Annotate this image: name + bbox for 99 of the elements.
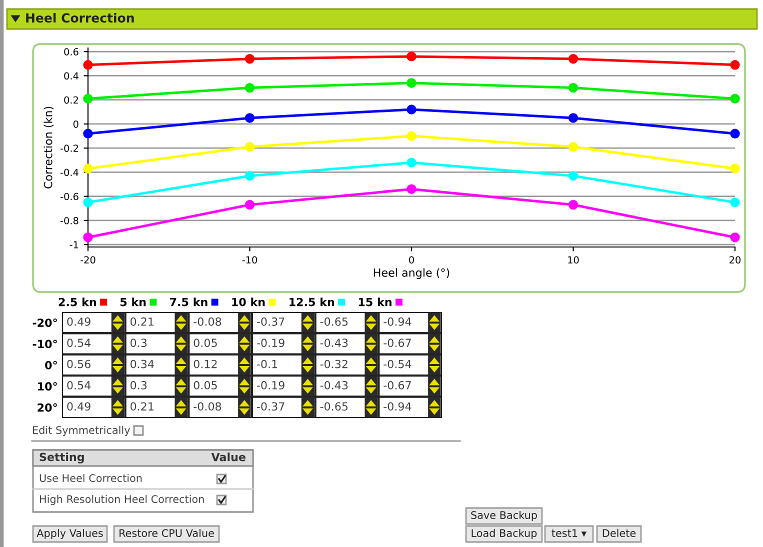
x-tick-label: 20 (730, 256, 741, 264)
point (83, 164, 93, 174)
text: Save Backup (471, 510, 537, 522)
point (406, 104, 416, 114)
text: test1 ▾ (552, 529, 587, 538)
text: Edit Symmetrically (33, 426, 130, 436)
point (406, 52, 416, 62)
point (730, 198, 740, 208)
point (244, 82, 255, 93)
legend-label: 10 kn (232, 298, 265, 306)
data-label: -0.19 (256, 381, 284, 390)
data-label: 0.49 (67, 402, 90, 411)
y-tick-label: -1 (70, 241, 78, 248)
data-label: 0.12 (194, 360, 217, 368)
data-label: -0.94 (384, 402, 412, 411)
text: Restore CPU Value (120, 528, 214, 538)
data-label: -0.19 (256, 338, 284, 348)
data-label: 0.54 (67, 338, 91, 348)
data-label: -0.08 (194, 402, 222, 411)
point (83, 94, 93, 104)
data-label: -0.37 (256, 317, 284, 326)
text: Use Heel Correction (40, 474, 142, 482)
y-tick-label: 0° (45, 360, 57, 370)
data-label: -0.08 (194, 317, 222, 326)
data-label: 0.21 (130, 402, 154, 411)
x-tick-label: -20 (80, 256, 96, 264)
y-axis-title: Correction (kn) (44, 106, 54, 188)
data-label: -0.54 (384, 360, 412, 368)
point (730, 128, 740, 138)
legend-label: 15 kn (358, 298, 392, 306)
data-label: 0.05 (194, 338, 217, 348)
data-label: 0.34 (130, 360, 154, 368)
data-label: 0.05 (194, 381, 217, 390)
point (83, 198, 93, 208)
y-tick-label: 0 (73, 120, 78, 128)
point (244, 54, 255, 64)
y-tick-label: -20° (32, 318, 57, 327)
y-tick-label: 20° (38, 403, 57, 412)
text: Apply Values (36, 528, 103, 540)
data-label: -0.67 (384, 338, 411, 348)
point (406, 184, 416, 194)
point (568, 113, 578, 123)
text: Delete (602, 528, 636, 538)
data-label: 0.21 (130, 317, 154, 326)
data-label: -0.37 (256, 402, 284, 411)
legend-label: 5 kn (120, 298, 146, 306)
data-label: -0.65 (320, 317, 348, 326)
data-label: -0.1 (256, 360, 278, 368)
y-tick-label: 0.4 (64, 72, 78, 80)
y-tick-label: 0.6 (64, 48, 78, 56)
point (730, 60, 740, 70)
y-tick-label: -0.6 (60, 192, 78, 200)
point (244, 200, 255, 210)
x-axis-title: Heel angle (°) (374, 268, 450, 279)
data-label: -0.43 (320, 338, 348, 348)
point (568, 54, 578, 64)
point (406, 78, 416, 88)
point (730, 232, 740, 242)
point (730, 94, 740, 104)
data-label: 0.3 (130, 338, 147, 348)
point (406, 131, 416, 141)
chart-title: Heel Correction (26, 12, 134, 23)
data-label: -0.65 (320, 402, 348, 411)
legend-label: 7.5 kn (170, 298, 208, 306)
x-tick-label: 10 (568, 256, 579, 264)
point (568, 170, 578, 181)
point (568, 142, 578, 152)
point (83, 60, 93, 70)
legend-label: 12.5 kn (290, 298, 334, 306)
point (568, 200, 578, 210)
data-label: -0.94 (384, 317, 412, 326)
data-label: -0.32 (320, 360, 348, 368)
text: Load Backup (472, 528, 537, 540)
legend-label: 2.5 kn (58, 298, 96, 306)
y-tick-label: -0.4 (60, 168, 78, 176)
y-tick-label: -0.8 (60, 216, 78, 224)
point (406, 158, 416, 168)
y-tick-label: -10° (32, 340, 57, 348)
data-label: 0.49 (67, 317, 90, 326)
data-label: 0.54 (67, 381, 91, 390)
x-tick-label: -10 (242, 256, 258, 264)
point (244, 113, 255, 123)
data-label: -0.67 (384, 381, 411, 390)
y-tick-label: 10° (38, 382, 57, 391)
text: High Resolution Heel Correction (40, 494, 204, 506)
point (83, 128, 93, 138)
data-label: 0.56 (67, 360, 90, 368)
point (244, 170, 255, 181)
point (83, 232, 93, 242)
y-tick-label: 0.2 (64, 96, 78, 104)
data-label: -0.43 (320, 381, 348, 390)
point (244, 142, 255, 152)
data-label: 0.3 (130, 381, 147, 390)
text: Value (211, 452, 246, 462)
y-tick-label: -0.2 (60, 144, 78, 152)
x-tick-label: 0 (409, 256, 414, 264)
text: Setting (40, 452, 84, 464)
point (730, 164, 740, 174)
point (568, 82, 578, 93)
